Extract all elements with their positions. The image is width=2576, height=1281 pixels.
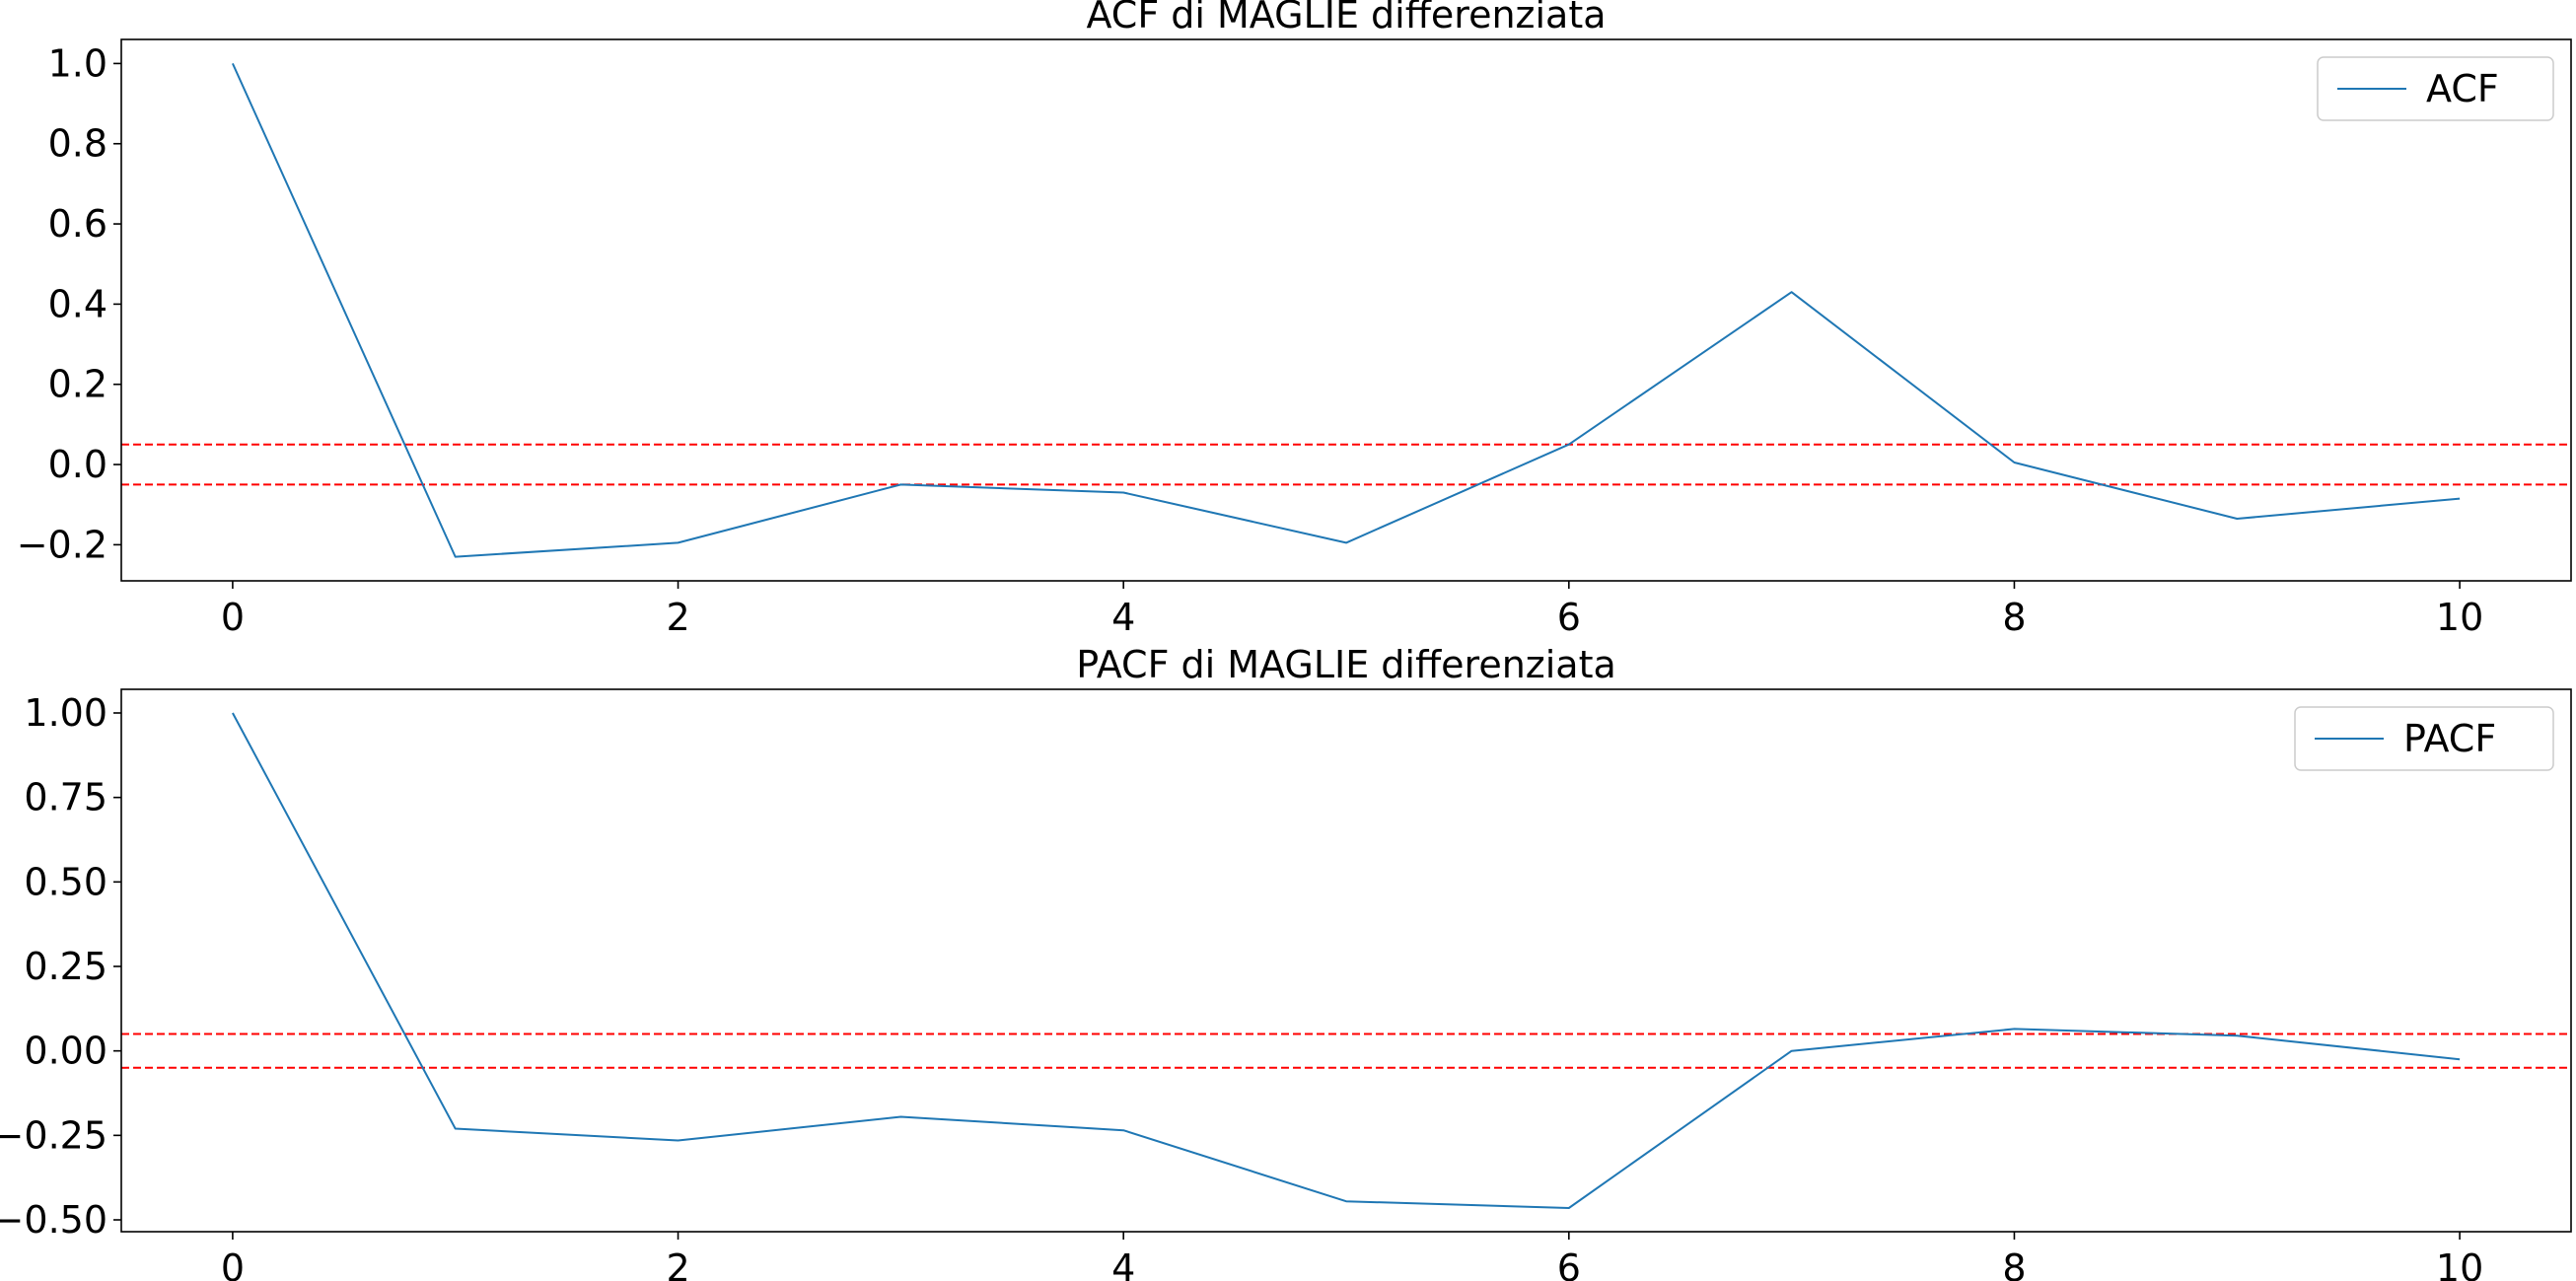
acf-x-tick-label: 6 bbox=[1557, 596, 1581, 639]
acf-y-tick-label: 0.6 bbox=[48, 202, 107, 246]
pacf-x-tick-label: 10 bbox=[2436, 1246, 2483, 1281]
acf-chart: ACF di MAGLIE differenziata 0 2 4 6 8 10 1.0 0.8… bbox=[17, 0, 2572, 639]
pacf-x-tick-label: 8 bbox=[2002, 1246, 2026, 1281]
pacf-y-tick-label: −0.25 bbox=[0, 1113, 107, 1157]
pacf-x-tick-label: 4 bbox=[1111, 1246, 1135, 1281]
acf-legend-box bbox=[2317, 56, 2554, 121]
pacf-chart-title: PACF di MAGLIE differenziata bbox=[1076, 643, 1616, 686]
acf-legend-label: ACF bbox=[2426, 67, 2499, 110]
acf-y-tick-label: 0.0 bbox=[48, 443, 107, 486]
acf-x-tick-label: 8 bbox=[2002, 596, 2026, 639]
acf-y-tick-label: 0.2 bbox=[48, 363, 107, 406]
acf-chart-title: ACF di MAGLIE differenziata bbox=[1086, 0, 1606, 36]
pacf-legend: PACF bbox=[2294, 706, 2554, 771]
pacf-y-tick-label: 0.75 bbox=[24, 776, 107, 819]
acf-legend: ACF bbox=[2317, 56, 2554, 121]
acf-y-tick-label: 0.8 bbox=[48, 122, 107, 166]
pacf-chart: PACF di MAGLIE differenziata 0 2 4 6 8 10 1.00 0… bbox=[0, 643, 2572, 1281]
acf-plot-frame bbox=[120, 38, 2572, 582]
acf-x-tick-label: 10 bbox=[2436, 596, 2483, 639]
pacf-y-tick-label: 1.00 bbox=[24, 691, 107, 735]
pacf-legend-box bbox=[2294, 706, 2554, 771]
pacf-y-tick-label: 0.50 bbox=[24, 860, 107, 903]
acf-series-line bbox=[231, 62, 2461, 558]
pacf-y-tick-label: −0.50 bbox=[0, 1198, 107, 1242]
pacf-x-tick-label: 2 bbox=[666, 1246, 689, 1281]
acf-x-tick-label: 0 bbox=[221, 596, 245, 639]
pacf-x-tick-label: 0 bbox=[221, 1246, 245, 1281]
pacf-x-tick-label: 6 bbox=[1557, 1246, 1581, 1281]
acf-y-tick-label: −0.2 bbox=[17, 523, 107, 566]
acf-x-tick-label: 4 bbox=[1111, 596, 1135, 639]
acf-y-tick-label: 1.0 bbox=[48, 41, 107, 85]
acf-y-tick-label: 0.4 bbox=[48, 282, 107, 325]
acf-x-tick-label: 2 bbox=[666, 596, 689, 639]
pacf-legend-label: PACF bbox=[2403, 717, 2496, 760]
pacf-series-line bbox=[232, 712, 2461, 1209]
pacf-plot-frame bbox=[120, 688, 2572, 1233]
pacf-y-tick-label: 0.00 bbox=[24, 1030, 107, 1073]
pacf-y-tick-label: 0.25 bbox=[24, 945, 107, 988]
